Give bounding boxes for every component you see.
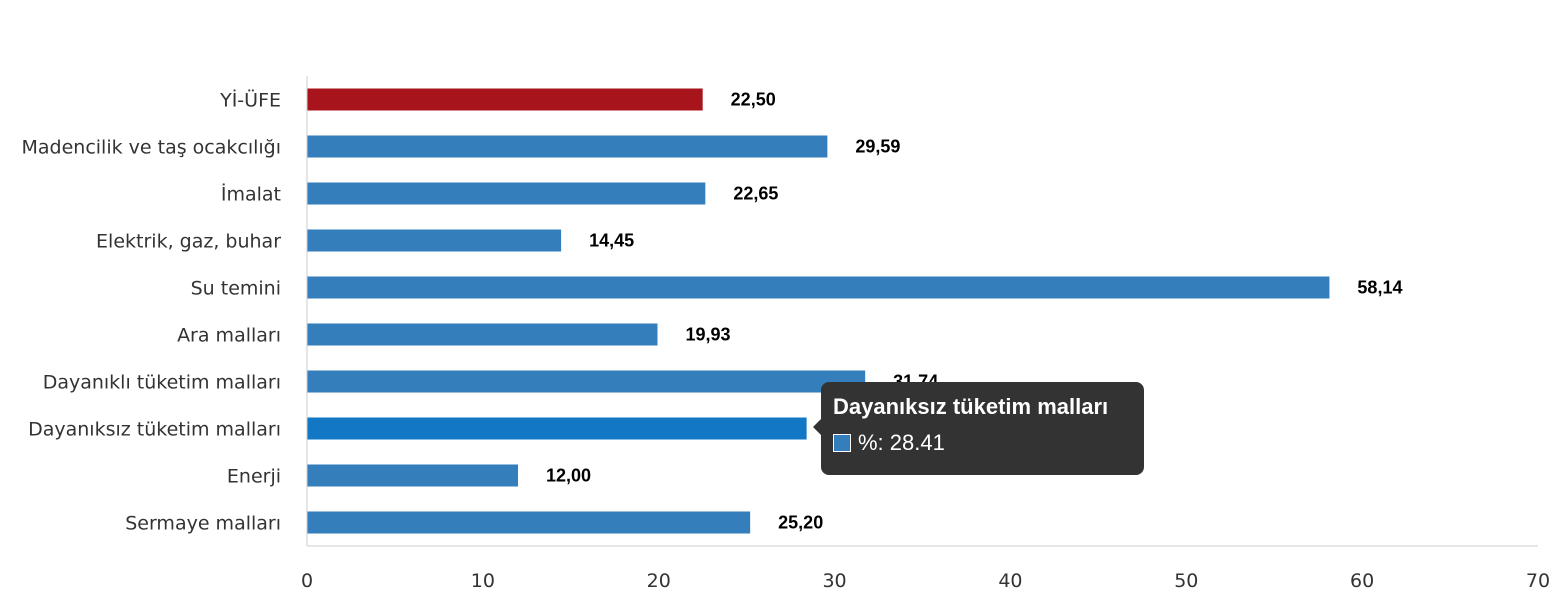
- category-labels: Yİ-ÜFE Madencilik ve taş ocakcılığı İmalat…: [22, 89, 282, 535]
- category-label: Sermaye malları: [125, 513, 281, 535]
- data-label: 22,65: [733, 184, 778, 204]
- x-tick-label: 0: [301, 570, 313, 592]
- category-label: Elektrik, gaz, buhar: [96, 231, 281, 253]
- bar-1[interactable]: [307, 88, 703, 111]
- data-label: 22,50: [731, 90, 776, 110]
- data-label: 29,59: [855, 137, 900, 157]
- tooltip-value-row: %: 28.41: [833, 430, 1132, 456]
- tooltip-title: Dayanıksız tüketim malları: [833, 394, 1109, 419]
- category-label: Su temini: [191, 278, 281, 300]
- category-label: Yİ-ÜFE: [219, 89, 281, 112]
- category-label: Madencilik ve taş ocakcılığı: [22, 137, 282, 159]
- category-label: İmalat: [221, 183, 281, 206]
- bar-7[interactable]: [307, 370, 866, 393]
- x-tick-label: 40: [998, 570, 1022, 592]
- bar-9[interactable]: [307, 464, 519, 487]
- bars: [307, 88, 1330, 534]
- data-label: 25,20: [778, 513, 823, 533]
- x-tick-label: 50: [1174, 570, 1198, 592]
- bar-2[interactable]: [307, 135, 828, 158]
- tooltip-value: %: 28.41: [858, 430, 945, 455]
- chart-tooltip: Dayanıksız tüketim malları %: 28.41: [813, 382, 1144, 475]
- data-label: 12,00: [546, 466, 591, 486]
- tooltip-series-swatch: [833, 434, 851, 452]
- category-label: Enerji: [227, 466, 281, 488]
- data-label: 19,93: [685, 325, 730, 345]
- bar-4[interactable]: [307, 229, 562, 252]
- data-label: 58,14: [1357, 278, 1402, 298]
- bar-5[interactable]: [307, 276, 1330, 299]
- bar-8[interactable]: [307, 417, 807, 440]
- x-tick-label: 30: [822, 570, 846, 592]
- x-tick-label: 20: [647, 570, 671, 592]
- bar-3[interactable]: [307, 182, 706, 205]
- category-label: Dayanıksız tüketim malları: [28, 419, 281, 441]
- bar-10[interactable]: [307, 511, 751, 534]
- category-label: Dayanıklı tüketim malları: [43, 372, 281, 394]
- category-label: Ara malları: [177, 325, 281, 347]
- x-tick-label: 70: [1526, 570, 1550, 592]
- data-label: 14,45: [589, 231, 634, 251]
- bar-6[interactable]: [307, 323, 658, 346]
- x-tick-label: 60: [1350, 570, 1374, 592]
- x-axis-ticks: 0 10 20 30 40 50 60 70: [301, 570, 1550, 592]
- x-tick-label: 10: [471, 570, 495, 592]
